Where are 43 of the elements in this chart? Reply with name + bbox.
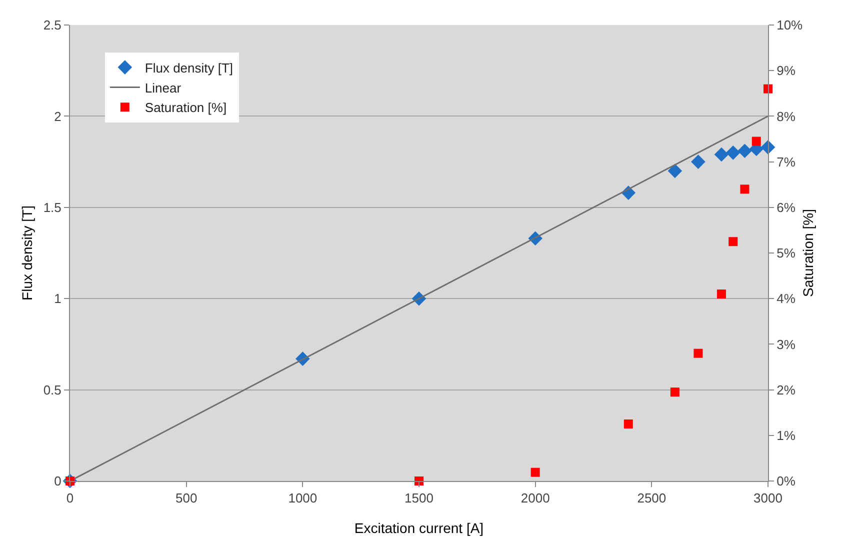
point bbox=[716, 290, 726, 299]
y2-tick-label: 0% bbox=[776, 474, 796, 489]
point bbox=[624, 420, 633, 428]
y2-tick-label: 10% bbox=[776, 18, 804, 33]
y2-tick-label: 7% bbox=[776, 154, 796, 170]
y-tick-label: 1.5 bbox=[43, 200, 62, 215]
y2-tick-label: 2% bbox=[776, 382, 796, 398]
x-tick-label: 1500 bbox=[404, 490, 434, 506]
y2-tick-label: 9% bbox=[776, 63, 796, 78]
y2-tick-label: 1% bbox=[776, 428, 796, 443]
y2-tick-label: 3% bbox=[776, 336, 796, 352]
y-tick-label: 1 bbox=[54, 291, 62, 306]
point bbox=[670, 388, 680, 397]
x-axis-title: Excitation current [A] bbox=[354, 520, 484, 536]
x-tick-label: 1000 bbox=[288, 490, 318, 506]
legend-label: Linear bbox=[144, 80, 182, 96]
x-tick-label: 0 bbox=[66, 490, 74, 506]
x-tick-label: 2000 bbox=[520, 490, 550, 506]
point bbox=[714, 147, 729, 162]
y-tick-label: 2.5 bbox=[43, 18, 62, 33]
y2-axis-title: Saturation [%] bbox=[800, 209, 816, 297]
point bbox=[752, 136, 761, 146]
y2-tick-label: 5% bbox=[776, 246, 796, 261]
point bbox=[691, 154, 706, 169]
y-axis-title: Flux density [T] bbox=[19, 206, 35, 300]
y-tick-label: 2 bbox=[54, 108, 62, 124]
legend-label: Saturation [%] bbox=[144, 100, 227, 116]
y-tick-label: 0 bbox=[54, 474, 62, 489]
point bbox=[738, 144, 752, 158]
point bbox=[740, 184, 750, 194]
x-tick-label: 3000 bbox=[754, 490, 782, 506]
y2-tick-label: 8% bbox=[776, 108, 796, 124]
point bbox=[728, 237, 738, 246]
point bbox=[694, 348, 703, 358]
y2-tick-label: 6% bbox=[776, 200, 796, 215]
x-tick-label: 500 bbox=[175, 490, 198, 506]
y2-tick-label: 4% bbox=[776, 291, 796, 306]
point bbox=[530, 468, 540, 477]
y-tick-label: 0.5 bbox=[43, 382, 62, 398]
point bbox=[668, 164, 682, 178]
x-tick-label: 2500 bbox=[637, 490, 666, 506]
legend-label: Flux density [T] bbox=[144, 60, 234, 76]
point bbox=[726, 146, 740, 160]
